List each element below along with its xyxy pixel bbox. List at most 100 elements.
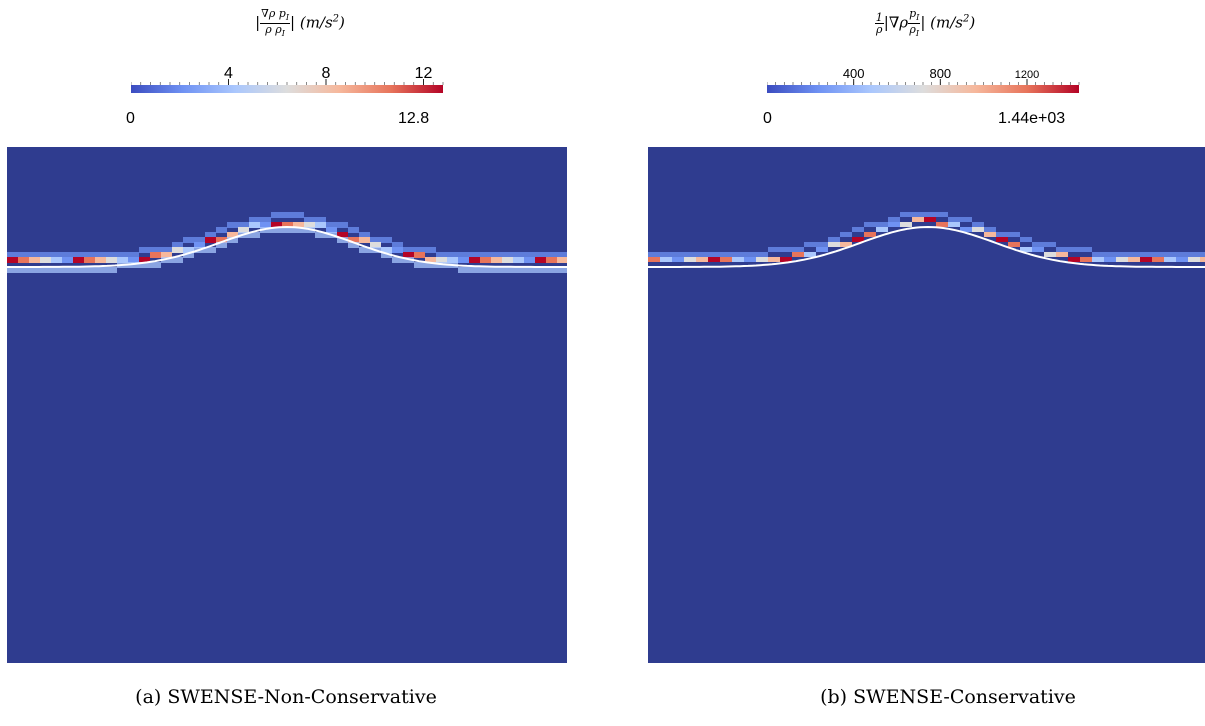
interface-cell bbox=[161, 252, 172, 258]
interface-cell bbox=[172, 247, 183, 253]
interface-cell bbox=[18, 267, 29, 273]
interface-cell bbox=[1032, 242, 1044, 247]
interface-cell bbox=[84, 267, 95, 273]
interface-cell bbox=[447, 257, 458, 263]
colorbar-gradient bbox=[131, 85, 443, 93]
interface-cell bbox=[381, 237, 392, 243]
interface-cell bbox=[936, 222, 948, 227]
interface-cell bbox=[414, 252, 425, 258]
interface-cell bbox=[62, 257, 73, 263]
interface-cell bbox=[40, 252, 51, 258]
interface-cell bbox=[359, 232, 370, 238]
interface-cell bbox=[29, 257, 40, 263]
colorbar-a-max-label: 12.8 bbox=[398, 110, 430, 127]
interface-cell bbox=[216, 237, 227, 243]
field-plot-b bbox=[648, 147, 1205, 663]
interface-cell bbox=[780, 257, 792, 262]
interface-cell bbox=[282, 212, 293, 218]
interface-cell bbox=[1152, 257, 1164, 262]
interface-cell bbox=[660, 252, 672, 257]
interface-cell bbox=[106, 267, 117, 273]
interface-cell bbox=[524, 252, 535, 258]
interface-cell bbox=[359, 237, 370, 243]
interface-cell bbox=[414, 247, 425, 253]
interface-cell bbox=[502, 252, 513, 258]
interface-cell bbox=[337, 232, 348, 238]
interface-cell bbox=[1164, 257, 1176, 262]
interface-cell bbox=[238, 227, 249, 233]
interface-cell bbox=[458, 252, 469, 258]
interface-cell bbox=[348, 242, 359, 248]
interface-cell bbox=[205, 237, 216, 243]
colorbar-a: 4 8 12 bbox=[131, 65, 451, 105]
interface-cell bbox=[425, 247, 436, 253]
interface-cell bbox=[756, 257, 768, 262]
interface-cell bbox=[480, 267, 491, 273]
interface-cell bbox=[7, 267, 18, 273]
interface-cell bbox=[40, 257, 51, 263]
interface-cell bbox=[73, 257, 84, 263]
interface-cell bbox=[535, 257, 546, 263]
interface-cell bbox=[557, 267, 567, 273]
interface-cell bbox=[502, 257, 513, 263]
interface-cell bbox=[672, 252, 684, 257]
interface-cell bbox=[370, 237, 381, 243]
interface-cell bbox=[29, 267, 40, 273]
interface-cell bbox=[756, 252, 768, 257]
interface-cell bbox=[1044, 252, 1056, 257]
interface-cell bbox=[546, 252, 557, 258]
interface-cell bbox=[227, 237, 238, 243]
interface-cell bbox=[672, 257, 684, 262]
interface-cell bbox=[524, 267, 535, 273]
interface-cell bbox=[648, 252, 660, 257]
interface-cell bbox=[95, 252, 106, 258]
interface-cell bbox=[161, 247, 172, 253]
interface-cell bbox=[238, 222, 249, 228]
interface-cell bbox=[660, 257, 672, 262]
interface-cell bbox=[95, 267, 106, 273]
interface-cell bbox=[936, 212, 948, 217]
interface-cell bbox=[84, 257, 95, 263]
interface-cell bbox=[271, 227, 282, 233]
interface-cell bbox=[876, 222, 888, 227]
interface-cell bbox=[337, 237, 348, 243]
interface-cell bbox=[524, 257, 535, 263]
interface-cell bbox=[535, 252, 546, 258]
interface-cell bbox=[293, 212, 304, 218]
colorbar-tick-label: 800 bbox=[929, 66, 951, 81]
panel-a: | ∇ρ pI ρ ρI | (m/s2) 4 8 12 0 12.8 (a) SWENS… bbox=[0, 0, 600, 726]
interface-cell bbox=[326, 227, 337, 233]
interface-cell bbox=[1044, 242, 1056, 247]
colorbar-tick-label: 400 bbox=[843, 66, 865, 81]
interface-cell bbox=[128, 257, 139, 263]
interface-cell bbox=[984, 227, 996, 232]
interface-cell bbox=[732, 257, 744, 262]
interface-cell bbox=[117, 257, 128, 263]
colorbar-tick-label: 8 bbox=[322, 65, 331, 82]
interface-cell bbox=[425, 262, 436, 268]
colorbar-b-svg: 400 800 1200 bbox=[767, 66, 1080, 93]
interface-cell bbox=[1116, 252, 1128, 257]
colorbar-tick-label: 12 bbox=[415, 65, 433, 82]
interface-cell bbox=[1176, 257, 1188, 262]
interface-cell bbox=[161, 257, 172, 263]
interface-cell bbox=[480, 257, 491, 263]
interface-cell bbox=[732, 252, 744, 257]
interface-cell bbox=[150, 252, 161, 258]
interface-cell bbox=[816, 247, 828, 252]
interface-cell bbox=[792, 252, 804, 257]
interface-cell bbox=[864, 222, 876, 227]
interface-cell bbox=[62, 267, 73, 273]
interface-cell bbox=[546, 267, 557, 273]
interface-cell bbox=[403, 247, 414, 253]
interface-cell bbox=[95, 257, 106, 263]
interface-cell bbox=[51, 267, 62, 273]
interface-cell bbox=[392, 242, 403, 248]
interface-cell bbox=[183, 252, 194, 258]
interface-cell bbox=[216, 242, 227, 248]
interface-cell bbox=[150, 247, 161, 253]
interface-cell bbox=[51, 252, 62, 258]
interface-cell bbox=[852, 227, 864, 232]
interface-cell bbox=[696, 252, 708, 257]
interface-cell bbox=[392, 257, 403, 263]
